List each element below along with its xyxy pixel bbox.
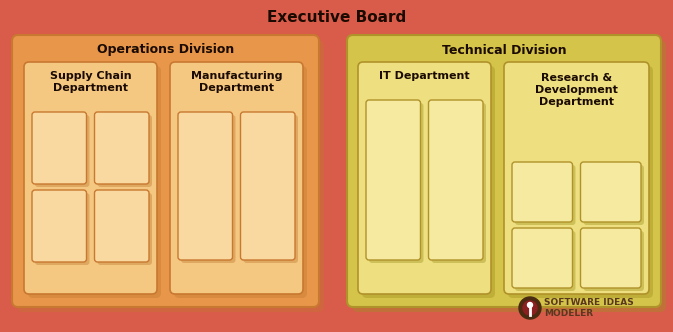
Text: Technical Division: Technical Division — [441, 43, 566, 56]
Circle shape — [519, 297, 541, 319]
FancyBboxPatch shape — [181, 115, 236, 263]
FancyBboxPatch shape — [362, 66, 495, 298]
Text: Executive Board: Executive Board — [267, 10, 406, 25]
FancyBboxPatch shape — [358, 62, 491, 294]
FancyBboxPatch shape — [12, 35, 319, 307]
Text: IT Department: IT Department — [379, 71, 470, 81]
FancyBboxPatch shape — [240, 112, 295, 260]
Text: SOFTWARE IDEAS
MODELER: SOFTWARE IDEAS MODELER — [544, 298, 634, 318]
FancyBboxPatch shape — [28, 66, 161, 298]
FancyBboxPatch shape — [32, 190, 87, 262]
FancyBboxPatch shape — [35, 115, 90, 187]
FancyBboxPatch shape — [347, 35, 661, 307]
Circle shape — [528, 302, 532, 307]
FancyBboxPatch shape — [431, 103, 486, 263]
Text: Research &
Development
Department: Research & Development Department — [535, 73, 618, 107]
FancyBboxPatch shape — [35, 193, 90, 265]
FancyBboxPatch shape — [244, 115, 298, 263]
Text: Operations Division: Operations Division — [97, 43, 234, 56]
FancyBboxPatch shape — [366, 100, 421, 260]
FancyBboxPatch shape — [352, 40, 666, 312]
FancyBboxPatch shape — [512, 228, 573, 288]
FancyBboxPatch shape — [94, 112, 149, 184]
FancyBboxPatch shape — [170, 62, 303, 294]
FancyBboxPatch shape — [581, 228, 641, 288]
FancyBboxPatch shape — [515, 165, 575, 225]
FancyBboxPatch shape — [504, 62, 649, 294]
FancyBboxPatch shape — [32, 112, 87, 184]
FancyBboxPatch shape — [583, 231, 644, 291]
FancyBboxPatch shape — [178, 112, 232, 260]
Text: Supply Chain
Department: Supply Chain Department — [50, 71, 131, 93]
FancyBboxPatch shape — [429, 100, 483, 260]
FancyBboxPatch shape — [369, 103, 423, 263]
Text: Manufacturing
Department: Manufacturing Department — [190, 71, 282, 93]
FancyBboxPatch shape — [508, 66, 653, 298]
FancyBboxPatch shape — [512, 162, 573, 222]
FancyBboxPatch shape — [581, 162, 641, 222]
FancyBboxPatch shape — [17, 40, 324, 312]
FancyBboxPatch shape — [174, 66, 307, 298]
FancyBboxPatch shape — [98, 193, 152, 265]
FancyBboxPatch shape — [583, 165, 644, 225]
FancyBboxPatch shape — [94, 190, 149, 262]
FancyBboxPatch shape — [24, 62, 157, 294]
Circle shape — [523, 301, 537, 315]
FancyBboxPatch shape — [515, 231, 575, 291]
FancyBboxPatch shape — [98, 115, 152, 187]
